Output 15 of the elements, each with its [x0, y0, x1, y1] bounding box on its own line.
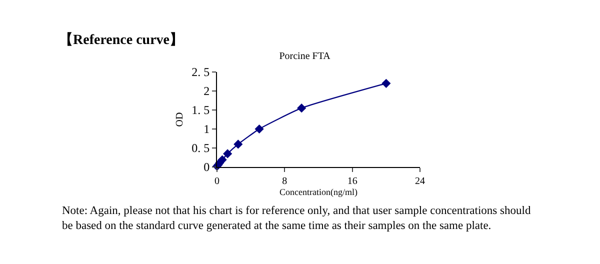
- y-tick-label: 2. 5: [192, 65, 210, 80]
- x-tick-label: 16: [347, 176, 358, 187]
- y-tick-label: 0: [204, 160, 210, 174]
- y-axis-title: OD: [174, 112, 186, 127]
- x-tick-label: 0: [214, 176, 220, 187]
- y-tick-label: 0. 5: [192, 141, 210, 156]
- y-tick-label: 1. 5: [192, 103, 210, 118]
- x-tick-label: 24: [415, 176, 425, 187]
- y-tick-label: 2: [204, 84, 210, 98]
- x-tick-label: 8: [282, 176, 288, 187]
- chart-title: Porcine FTA: [279, 50, 332, 62]
- x-axis-title: Concentration(ng/ml): [280, 187, 358, 197]
- text: Note: Again, please not that his chart is for reference only, and that user sample concentrations should be based on the standard curve generated at the same time as their samples on the same plate.: [62, 205, 531, 232]
- text: 【Reference curve】: [59, 32, 184, 48]
- y-tick-label: 1: [204, 122, 210, 136]
